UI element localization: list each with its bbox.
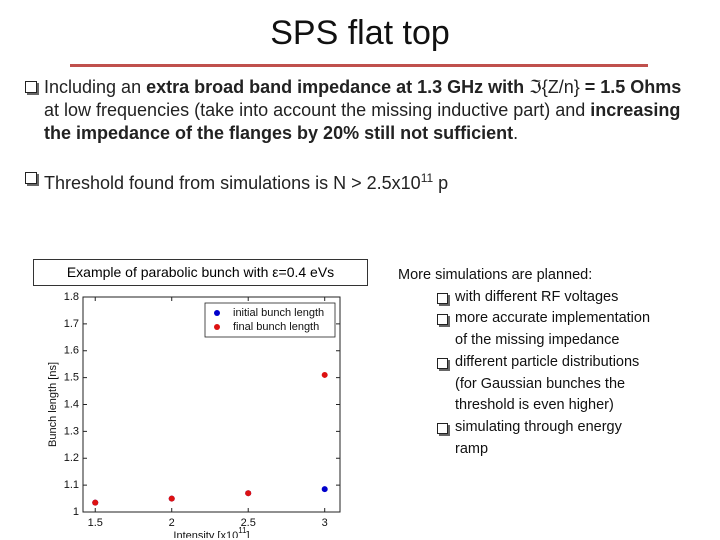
- point: [245, 490, 252, 497]
- x-tick-label: 2.5: [241, 517, 256, 529]
- bullet-text: = 1.5 Ohms: [579, 77, 682, 97]
- x-axis-label: Intensity [x1011]: [173, 526, 249, 538]
- x-tick-label: 2: [169, 517, 175, 529]
- y-tick-label: 1.1: [64, 479, 79, 491]
- point: [321, 371, 328, 378]
- chart: 1 1.1 1.2 1.3 1.4 1.5 1.6 1.7 1.8 1.5 2 2.5 3 Intensi…: [47, 291, 341, 538]
- bullet: Threshold found from simulations is N > …: [24, 167, 684, 195]
- bullet-text: increasing the impedance of the flanges …: [44, 100, 681, 143]
- planned-heading: More simulations are planned:: [398, 267, 593, 283]
- bullet-marker: [437, 422, 448, 434]
- bullet-marker: [437, 357, 448, 369]
- bullet-marker: [25, 172, 37, 184]
- bullet-marker: [437, 292, 448, 304]
- y-tick-label: 1.2: [64, 452, 79, 464]
- planned-block: More simulations are planned: with diffe…: [398, 265, 698, 460]
- y-tick-label: 1.3: [64, 425, 79, 437]
- legend-label: final bunch length: [233, 321, 319, 333]
- slide-title: SPS flat top: [270, 14, 450, 52]
- point: [168, 495, 175, 502]
- planned-item: with different RF voltages: [436, 287, 651, 309]
- planned-text: more accurate implementation of the miss…: [455, 310, 651, 349]
- legend-box: [204, 302, 336, 338]
- bullet-text: ℑ{Z/n}: [524, 77, 580, 97]
- y-tick-label: 1.4: [64, 398, 79, 410]
- bullet-list: Including an extra broad band impedance …: [24, 76, 684, 217]
- bullet: Including an extra broad band impedance …: [24, 76, 684, 145]
- bullet-text: Threshold found from simulations is N > …: [44, 173, 421, 193]
- bullet-marker: [437, 314, 448, 326]
- y-tick-label: 1.6: [64, 345, 79, 357]
- legend-marker: [214, 324, 220, 330]
- chart-caption: Example of parabolic bunch with ε=0.4 eV…: [33, 259, 368, 286]
- y-tick-label: 1.7: [64, 318, 79, 330]
- bullet-text: at low frequencies (take into account th…: [44, 100, 591, 120]
- point: [321, 486, 328, 493]
- planned-text: simulating through energy ramp: [455, 418, 622, 457]
- y-tick-label: 1.5: [64, 372, 79, 384]
- y-tick-label: 1.8: [64, 291, 79, 303]
- y-tick-label: 1: [73, 506, 79, 518]
- planned-item: different particle distributions (for Ga…: [436, 352, 651, 417]
- planned-text: with different RF voltages: [455, 288, 619, 305]
- planned-list: with different RF voltages more accurate …: [398, 287, 651, 461]
- bullet-text: p: [433, 173, 449, 193]
- x-label-sup: 11: [238, 526, 247, 535]
- x-label-end: ]: [247, 530, 250, 538]
- bullet-marker: [25, 81, 37, 93]
- y-axis-label: Bunch length [ns]: [47, 362, 59, 447]
- x-tick-label: 1.5: [88, 517, 103, 529]
- bullet-text: 11: [420, 171, 434, 185]
- x-tick-label: 3: [322, 517, 328, 529]
- planned-text: different particle distributions (for Ga…: [455, 353, 640, 414]
- bullet-text: Including an: [44, 77, 147, 97]
- planned-item: simulating through energy ramp: [436, 417, 651, 460]
- point: [92, 499, 99, 506]
- legend-label: initial bunch length: [233, 307, 324, 319]
- planned-item: more accurate implementation of the miss…: [436, 308, 651, 351]
- legend-marker: [214, 310, 220, 316]
- bullet-text: .: [513, 123, 519, 143]
- x-label-text: Intensity [x10: [173, 530, 238, 538]
- title-rule: [70, 64, 648, 67]
- bullet-text: extra broad band impedance at 1.3 GHz wi…: [146, 77, 525, 97]
